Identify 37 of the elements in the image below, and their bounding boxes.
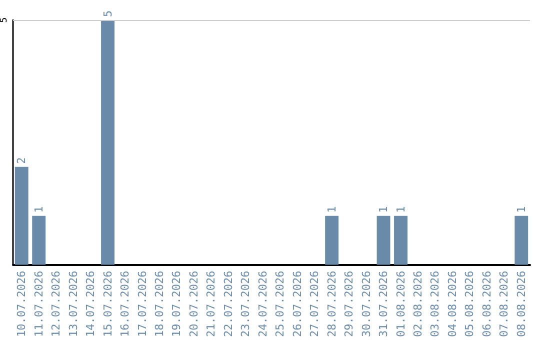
data-label: 1 [377, 206, 390, 213]
x-tick-label: 30.07.2026 [360, 270, 373, 338]
x-tick-label: 23.07.2026 [239, 270, 252, 338]
x-tick-label: 31.07.2026 [377, 270, 390, 338]
x-tick-label: 03.08.2026 [428, 270, 442, 338]
x-tick-label: 06.08.2026 [480, 270, 494, 338]
x-tick-label: 29.07.2026 [342, 270, 356, 338]
data-label: 2 [15, 157, 28, 164]
x-tick-label: 14.07.2026 [84, 270, 98, 338]
x-tick-label: 28.07.2026 [325, 270, 338, 338]
x-tick-label: 02.08.2026 [411, 270, 424, 338]
x-tick-label: 05.08.2026 [463, 270, 476, 338]
data-label: 1 [32, 206, 46, 213]
x-tick-label: 19.07.2026 [170, 270, 184, 338]
data-label: 1 [514, 206, 528, 213]
x-tick-label: 17.07.2026 [136, 270, 149, 338]
x-tick-label: 24.07.2026 [256, 270, 270, 338]
x-tick-label: 13.07.2026 [66, 270, 80, 338]
x-tick-label: 07.08.2026 [498, 270, 511, 338]
x-tick-label: 21.07.2026 [204, 270, 218, 338]
x-tick-label: 15.07.2026 [101, 270, 114, 338]
x-tick-label: 01.08.2026 [394, 270, 408, 338]
x-tick-label: 16.07.2026 [118, 270, 132, 338]
x-tick-label: 04.08.2026 [446, 270, 459, 338]
x-tick-label: 25.07.2026 [274, 270, 287, 338]
x-tick-label: 08.08.2026 [514, 270, 528, 338]
x-tick-label: 18.07.2026 [152, 270, 166, 338]
x-tick-label: 26.07.2026 [290, 270, 304, 338]
x-tick-label: 22.07.2026 [222, 270, 235, 338]
x-tick-label: 27.07.2026 [308, 270, 322, 338]
data-label: 5 [101, 10, 114, 17]
x-tick-label: 10.07.2026 [15, 270, 28, 338]
x-tick-label: 20.07.2026 [187, 270, 200, 338]
data-label: 1 [394, 206, 408, 213]
data-label: 1 [325, 206, 338, 213]
x-tick-label: 12.07.2026 [50, 270, 63, 338]
x-tick-label: 11.07.2026 [32, 270, 46, 338]
